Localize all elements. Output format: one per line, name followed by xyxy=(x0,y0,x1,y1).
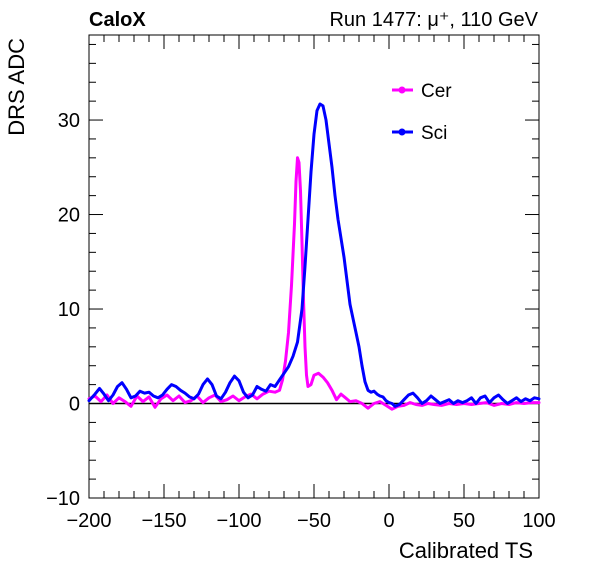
y-tick-label: 0 xyxy=(69,394,80,416)
header-left-label: CaloX xyxy=(89,9,146,31)
y-tick-label: −10 xyxy=(46,488,80,510)
x-tick-label: −50 xyxy=(297,510,331,532)
x-axis-title: Calibrated TS xyxy=(399,538,533,563)
series-line-cer xyxy=(87,156,541,411)
x-tick-label: 100 xyxy=(522,510,555,532)
legend-marker-cer xyxy=(398,86,406,94)
legend-label-sci: Sci xyxy=(421,123,447,144)
y-tick-label: 20 xyxy=(58,205,80,227)
header-right-label: Run 1477: μ⁺, 110 GeV xyxy=(329,9,538,31)
plot-frame xyxy=(88,34,540,499)
series-lines xyxy=(87,102,541,411)
legend: Cer Sci xyxy=(392,81,452,144)
x-tick-label: −100 xyxy=(216,510,261,532)
y-tick-label: 10 xyxy=(58,299,80,321)
series-line-sci xyxy=(87,102,541,408)
legend-label-cer: Cer xyxy=(421,81,452,102)
y-tick-label: 30 xyxy=(58,110,80,132)
x-tick-label: 50 xyxy=(453,510,475,532)
x-tick-label: −150 xyxy=(141,510,186,532)
legend-marker-sci xyxy=(398,128,406,136)
x-tick-label: −200 xyxy=(66,510,111,532)
x-tick-label: 0 xyxy=(383,510,394,532)
y-axis-title: DRS ADC xyxy=(4,38,29,136)
